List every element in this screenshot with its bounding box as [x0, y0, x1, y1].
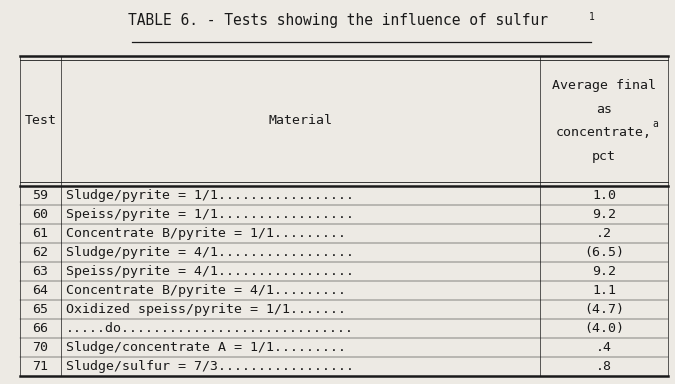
Text: 9.2: 9.2 — [592, 208, 616, 221]
Text: TABLE 6. - Tests showing the influence of sulfur: TABLE 6. - Tests showing the influence o… — [128, 13, 547, 28]
Text: 1: 1 — [589, 12, 595, 22]
Text: 70: 70 — [32, 341, 49, 354]
Text: Concentrate B/pyrite = 4/1.........: Concentrate B/pyrite = 4/1......... — [66, 284, 346, 297]
Text: Oxidized speiss/pyrite = 1/1.......: Oxidized speiss/pyrite = 1/1....... — [66, 303, 346, 316]
Text: 65: 65 — [32, 303, 49, 316]
Text: 1.0: 1.0 — [592, 189, 616, 202]
Text: Sludge/concentrate A = 1/1.........: Sludge/concentrate A = 1/1......... — [66, 341, 346, 354]
Text: (6.5): (6.5) — [584, 246, 624, 259]
Text: Concentrate B/pyrite = 1/1.........: Concentrate B/pyrite = 1/1......... — [66, 227, 346, 240]
Text: .2: .2 — [596, 227, 612, 240]
Text: 61: 61 — [32, 227, 49, 240]
Text: .4: .4 — [596, 341, 612, 354]
Text: Average final: Average final — [552, 79, 656, 92]
Text: Sludge/sulfur = 7/3.................: Sludge/sulfur = 7/3................. — [66, 360, 354, 373]
Text: 64: 64 — [32, 284, 49, 297]
Text: .8: .8 — [596, 360, 612, 373]
Text: Speiss/pyrite = 4/1.................: Speiss/pyrite = 4/1................. — [66, 265, 354, 278]
Text: a: a — [653, 119, 659, 129]
Text: Material: Material — [269, 114, 332, 127]
Text: 63: 63 — [32, 265, 49, 278]
Text: 71: 71 — [32, 360, 49, 373]
Text: Speiss/pyrite = 1/1.................: Speiss/pyrite = 1/1................. — [66, 208, 354, 221]
Text: (4.7): (4.7) — [584, 303, 624, 316]
Text: 1.1: 1.1 — [592, 284, 616, 297]
Text: as: as — [596, 103, 612, 116]
Text: Test: Test — [24, 114, 57, 127]
Text: 62: 62 — [32, 246, 49, 259]
Text: 9.2: 9.2 — [592, 265, 616, 278]
Text: concentrate,: concentrate, — [556, 126, 652, 139]
Text: Sludge/pyrite = 4/1.................: Sludge/pyrite = 4/1................. — [66, 246, 354, 259]
Text: Sludge/pyrite = 1/1.................: Sludge/pyrite = 1/1................. — [66, 189, 354, 202]
Text: pct: pct — [592, 150, 616, 163]
Text: 60: 60 — [32, 208, 49, 221]
Text: (4.0): (4.0) — [584, 322, 624, 335]
Text: 66: 66 — [32, 322, 49, 335]
Text: 59: 59 — [32, 189, 49, 202]
Text: .....do.............................: .....do............................. — [66, 322, 354, 335]
